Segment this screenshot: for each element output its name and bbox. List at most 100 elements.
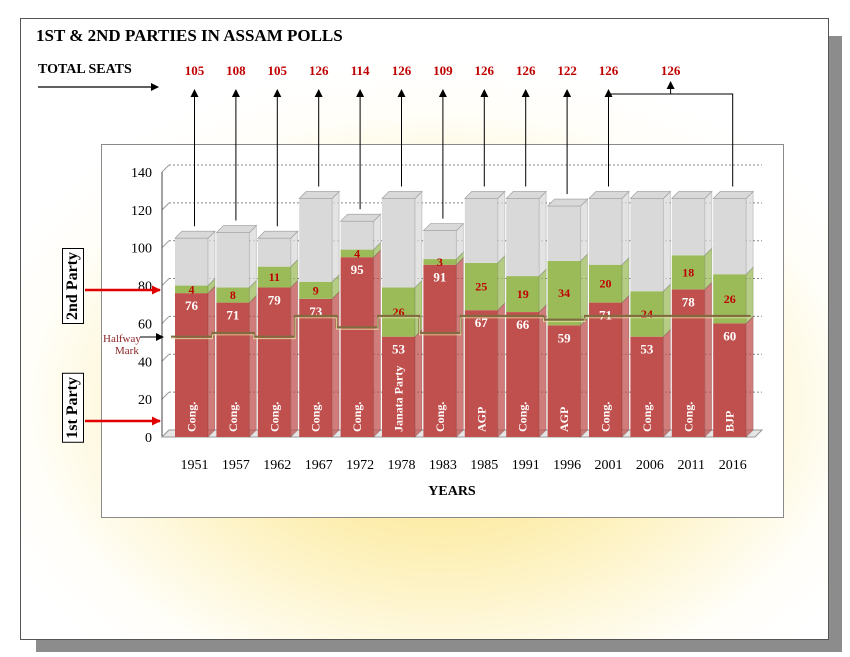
first-party-value: 95	[351, 262, 365, 277]
bar-other-seats	[299, 198, 333, 282]
bar-other-seats	[464, 198, 498, 263]
y-tick-label: 80	[138, 280, 152, 295]
bar-first-party-side	[580, 317, 589, 439]
bar-first-party-side	[290, 279, 299, 439]
bar-top	[381, 191, 423, 199]
second-party-value: 11	[269, 270, 280, 284]
bar-other-seats	[257, 238, 291, 267]
bar-first-party	[464, 310, 498, 437]
bar-second-party	[257, 266, 291, 288]
y-tick-label: 100	[131, 242, 152, 257]
bar-top	[298, 191, 340, 199]
second-party-value: 25	[475, 280, 487, 294]
bar-other-seats	[589, 198, 622, 265]
second-party-value: 4	[354, 246, 360, 260]
bar-second-party-side	[704, 247, 713, 291]
bar-other-seats	[506, 198, 540, 277]
bar-second-party-side	[745, 265, 754, 325]
party-name: Cong.	[309, 402, 323, 432]
bar-first-party	[382, 336, 415, 437]
bar-other-seats	[340, 221, 374, 250]
bar-first-party	[216, 302, 250, 437]
total-seats-value: 108	[226, 63, 246, 78]
bar-other-seats-side	[538, 190, 547, 278]
bar-top	[546, 198, 589, 207]
second-party-value: 4	[189, 282, 195, 296]
bar-first-party-side	[497, 301, 506, 439]
bar-second-party	[630, 291, 664, 337]
bar-other-seats-side	[662, 190, 671, 293]
second-party-value: 19	[517, 287, 529, 301]
party-name: Cong.	[185, 402, 199, 432]
grid-diag	[161, 278, 170, 286]
bar-first-party-side	[373, 248, 382, 439]
party-name: Cong.	[640, 402, 654, 432]
chart-title: 1ST & 2ND PARTIES IN ASSAM POLLS	[36, 26, 343, 45]
bar-other-seats	[630, 198, 664, 292]
first-party-value: 76	[185, 298, 199, 313]
grouped-total-value: 126	[661, 63, 681, 78]
total-seats-label: TOTAL SEATS	[38, 62, 132, 77]
party-name: Janata Party	[392, 366, 406, 432]
y-tick-label: 60	[138, 317, 152, 332]
bar-other-seats	[382, 198, 415, 288]
bar-second-party	[506, 276, 540, 313]
bar-second-party	[547, 260, 581, 326]
total-seats-value: 126	[392, 63, 412, 78]
party-name: Cong.	[267, 402, 281, 432]
bar-first-party-side	[538, 303, 547, 439]
bar-first-party	[713, 323, 747, 437]
grid-diag	[161, 202, 170, 211]
bar-other-seats	[216, 232, 250, 288]
halfway-mark-label: Mark	[115, 345, 139, 357]
bar-first-party	[423, 264, 457, 437]
bar-second-party	[671, 255, 705, 290]
y-tick-label: 40	[138, 355, 152, 370]
bar-top	[215, 225, 258, 233]
bar-second-party	[423, 259, 457, 265]
party-name: Cong.	[226, 402, 240, 432]
bar-top	[588, 191, 630, 199]
bar-other-seats	[175, 238, 208, 286]
x-tick-label: 1962	[263, 458, 291, 473]
bar-second-party-side	[497, 254, 506, 312]
bar-other-seats-side	[497, 190, 506, 265]
bar-second-party	[589, 264, 622, 303]
first-party-value: 79	[268, 292, 282, 307]
bar-second-party	[175, 285, 208, 294]
bar-first-party-side	[745, 315, 754, 439]
party-name: Cong.	[350, 402, 364, 432]
x-tick-label: 1985	[470, 458, 498, 473]
total-seats-value: 126	[516, 63, 536, 78]
x-tick-label: 1951	[181, 458, 209, 473]
x-tick-label: 2001	[595, 458, 623, 473]
x-axis-title: YEARS	[428, 484, 476, 499]
bar-second-party	[216, 287, 250, 303]
first-party-value: 53	[640, 342, 654, 357]
bar-first-party	[257, 287, 291, 437]
first-party-value: 53	[392, 342, 406, 357]
bar-other-seats	[713, 198, 747, 275]
bar-second-party-side	[538, 267, 547, 314]
second-party-value: 20	[600, 277, 612, 291]
bar-second-party	[340, 249, 374, 258]
total-seats-value: 109	[433, 63, 453, 78]
grid-diag	[161, 353, 170, 362]
bar-other-seats-side	[331, 190, 340, 283]
bar-second-party	[464, 262, 498, 311]
first-party-value: 71	[226, 308, 239, 323]
bar-second-party-side	[621, 256, 630, 304]
total-seats-value: 114	[351, 63, 370, 78]
bar-first-party	[547, 325, 581, 437]
bar-top	[629, 191, 672, 199]
party-name: Cong.	[599, 402, 613, 432]
halfway-mark-line-shadow	[171, 317, 751, 340]
bar-first-party-side	[331, 290, 340, 439]
bar-first-party	[589, 302, 622, 437]
bar-second-party-side	[662, 283, 671, 338]
bar-first-party-side	[414, 328, 423, 439]
x-tick-label: 1996	[553, 458, 581, 473]
bar-other-seats-side	[745, 190, 754, 276]
first-party-value: 91	[433, 270, 446, 285]
